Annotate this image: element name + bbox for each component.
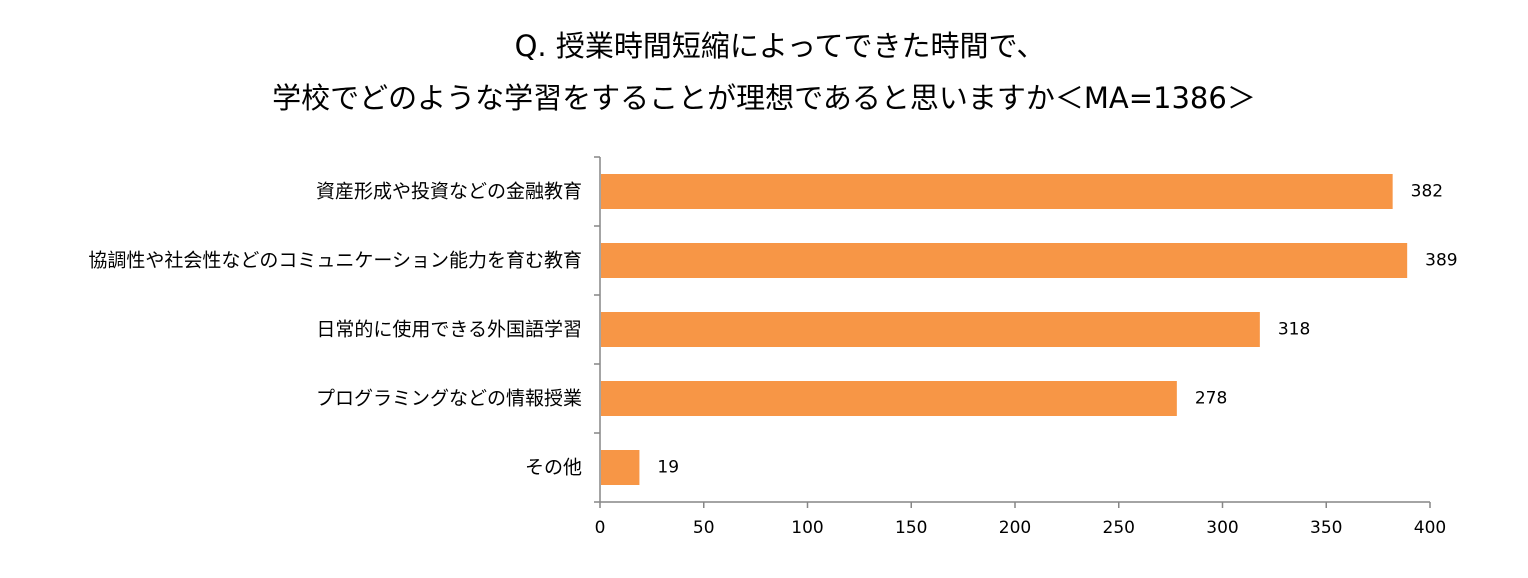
x-tick-label-7: 350 [1310, 518, 1342, 538]
value-label-4: 19 [657, 458, 679, 478]
bar-0 [601, 174, 1393, 209]
value-label-2: 318 [1278, 320, 1310, 340]
bar-2 [601, 312, 1260, 347]
x-tick-label-2: 100 [791, 518, 823, 538]
bar-3 [601, 381, 1177, 416]
labels-layer: 資産形成や投資などの金融教育 382 協調性や社会性などのコミュニケーション能力を育… [88, 181, 1457, 539]
x-tick-label-5: 250 [1103, 518, 1135, 538]
axis-layer [594, 156, 1431, 508]
x-tick-label-8: 400 [1414, 518, 1446, 538]
bars-layer [601, 174, 1408, 485]
category-label-2: 日常的に使用できる外国語学習 [316, 319, 582, 341]
chart-title-line-1: Q. 授業時間短縮によってできた時間で、 [514, 29, 1046, 63]
x-tick-label-4: 200 [999, 518, 1031, 538]
x-tick-label-6: 300 [1206, 518, 1238, 538]
bar-4 [601, 450, 640, 485]
value-label-1: 389 [1425, 251, 1457, 271]
category-label-1: 協調性や社会性などのコミュニケーション能力を育む教育 [88, 250, 582, 272]
value-label-3: 278 [1195, 389, 1227, 409]
category-label-3: プログラミングなどの情報授業 [316, 388, 582, 410]
chart-title-line-2: 学校でどのような学習をすることが理想であると思いますか＜MA=1386＞ [272, 81, 1256, 115]
category-label-4: その他 [525, 457, 582, 479]
x-tick-label-1: 50 [693, 518, 715, 538]
category-label-0: 資産形成や投資などの金融教育 [316, 181, 582, 203]
x-tick-label-0: 0 [595, 518, 606, 538]
x-tick-label-3: 150 [895, 518, 927, 538]
bar-1 [601, 243, 1408, 278]
value-label-0: 382 [1411, 182, 1443, 202]
chart-title: Q. 授業時間短縮によってできた時間で、 学校でどのような学習をすることが理想で… [0, 20, 1528, 124]
